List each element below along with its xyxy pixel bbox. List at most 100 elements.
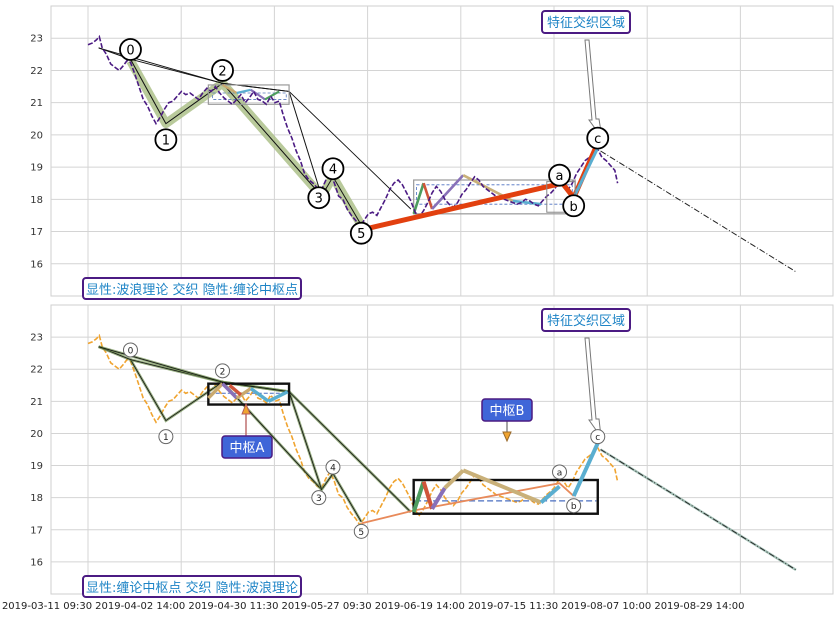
wave-marker-3 (307, 186, 331, 210)
wave-label-a: a (557, 468, 563, 478)
x-tick-label-0: 2019-03-11 09:30 (2, 601, 92, 612)
pivot-box-a (207, 382, 291, 406)
wave-label-c: c (595, 433, 600, 443)
pivot-a-segment-0 (221, 83, 238, 94)
pivot-b-segment-4 (462, 468, 542, 505)
x-tick-label-5: 2019-07-15 11:30 (468, 601, 558, 612)
wave-marker-5 (353, 523, 369, 539)
y-tick-label-22: 22 (30, 66, 43, 77)
pivot-label-b: 中枢B (490, 404, 525, 419)
pivot-a-segment-1 (221, 382, 238, 400)
projection-line (600, 449, 797, 571)
wave-outline-3 (98, 47, 412, 210)
c-leg (572, 147, 600, 199)
pivot-b-segment-0 (411, 480, 426, 513)
projection-line (600, 150, 797, 273)
pivot-a-segment-2 (235, 387, 252, 400)
wave-label-1: 1 (162, 134, 170, 149)
y-tick-label-21: 21 (30, 397, 43, 408)
wave-label-4: 4 (330, 464, 336, 474)
wave-marker-b (562, 194, 586, 218)
pivot-b-segment-4 (512, 199, 542, 206)
wave-marker-5 (349, 221, 373, 245)
y-tick-label-22: 22 (30, 365, 43, 376)
y-tick-label-18: 18 (30, 195, 43, 206)
wave-marker-0 (119, 38, 142, 61)
pivot-box-b (412, 478, 599, 515)
pivot-b-segment-1 (421, 481, 435, 510)
wave-marker-c (586, 126, 610, 150)
pivot-b-segment-0 (412, 182, 425, 215)
wave-label-3: 3 (315, 192, 323, 207)
wave-marker-4 (321, 157, 345, 181)
pivot-a-segment-5 (228, 384, 243, 397)
pivot-a-arrow-head (241, 402, 251, 415)
pivot-b-segment-2 (430, 486, 447, 510)
plot-area (50, 5, 834, 297)
pivot-b-segment-6 (571, 442, 600, 497)
wave-label-1: 1 (163, 433, 169, 443)
wave-marker-2 (211, 59, 234, 82)
wave-label-4: 4 (329, 163, 337, 178)
y-tick-label-23: 23 (30, 34, 43, 45)
wave-marker-0 (122, 342, 138, 358)
wave-label-5: 5 (357, 227, 365, 242)
wave-marker-1 (154, 128, 178, 152)
x-tick-label-1: 2019-04-02 14:00 (95, 601, 185, 612)
pivot-b-segment-3 (443, 468, 465, 490)
x-tick-label-3: 2019-05-27 09:30 (282, 601, 372, 612)
pivot-b-segment-1 (422, 182, 434, 210)
pivot-a-segment-3 (249, 387, 270, 403)
region-arrow (584, 337, 602, 438)
y-tick-label-19: 19 (30, 163, 43, 174)
y-tick-label-23: 23 (30, 333, 43, 344)
wave-marker-2 (215, 363, 231, 379)
region-label-box (541, 10, 631, 34)
price-line (87, 333, 619, 527)
pivot-b-segment-5 (539, 484, 561, 505)
wave-label-b: b (571, 502, 577, 512)
y-tick-label-18: 18 (30, 493, 43, 504)
y-tick-label-21: 21 (30, 98, 43, 109)
x-tick-label-6: 2019-08-07 10:00 (561, 601, 651, 612)
x-tick-label-7: 2019-08-29 14:00 (654, 601, 744, 612)
wave-marker-a (552, 464, 568, 480)
pivot-box-a-inner (212, 92, 287, 100)
wave-label-0: 0 (126, 44, 134, 59)
y-tick-label-16: 16 (30, 557, 43, 568)
wave-label-3: 3 (316, 494, 322, 504)
pivot-a-segment-0 (207, 382, 224, 400)
price-line (87, 34, 619, 229)
y-tick-label-19: 19 (30, 461, 43, 472)
pivot-a-segment-2 (250, 88, 266, 101)
region-label: 特征交织区域 (547, 313, 625, 329)
y-tick-label-17: 17 (30, 525, 43, 536)
pivot-box-a (207, 84, 290, 105)
y-tick-label-16: 16 (30, 259, 43, 270)
abc-line (361, 482, 575, 525)
pivot-label-a-box (221, 435, 273, 459)
plot-area (50, 304, 834, 595)
wave-label-0: 0 (128, 346, 134, 356)
wave-label-a: a (556, 169, 564, 184)
y-tick-label-20: 20 (30, 429, 43, 440)
pivot-label-a: 中枢A (230, 441, 265, 456)
region-label-box (541, 308, 631, 332)
annotation-text: 显性:波浪理论 交织 隐性:缠论中枢点 (86, 282, 298, 298)
x-tick-label-2: 2019-04-30 11:30 (188, 601, 278, 612)
region-label: 特征交织区域 (547, 15, 625, 31)
wave-marker-c (590, 429, 606, 445)
wave-marker-3 (311, 490, 327, 506)
wave-label-c: c (594, 132, 601, 147)
wave-line-2 (98, 346, 412, 513)
wave-label-5: 5 (358, 528, 364, 538)
wave-label-2: 2 (220, 367, 226, 377)
x-tick-label-4: 2019-06-19 14:00 (375, 601, 465, 612)
annotation-box (82, 575, 302, 598)
